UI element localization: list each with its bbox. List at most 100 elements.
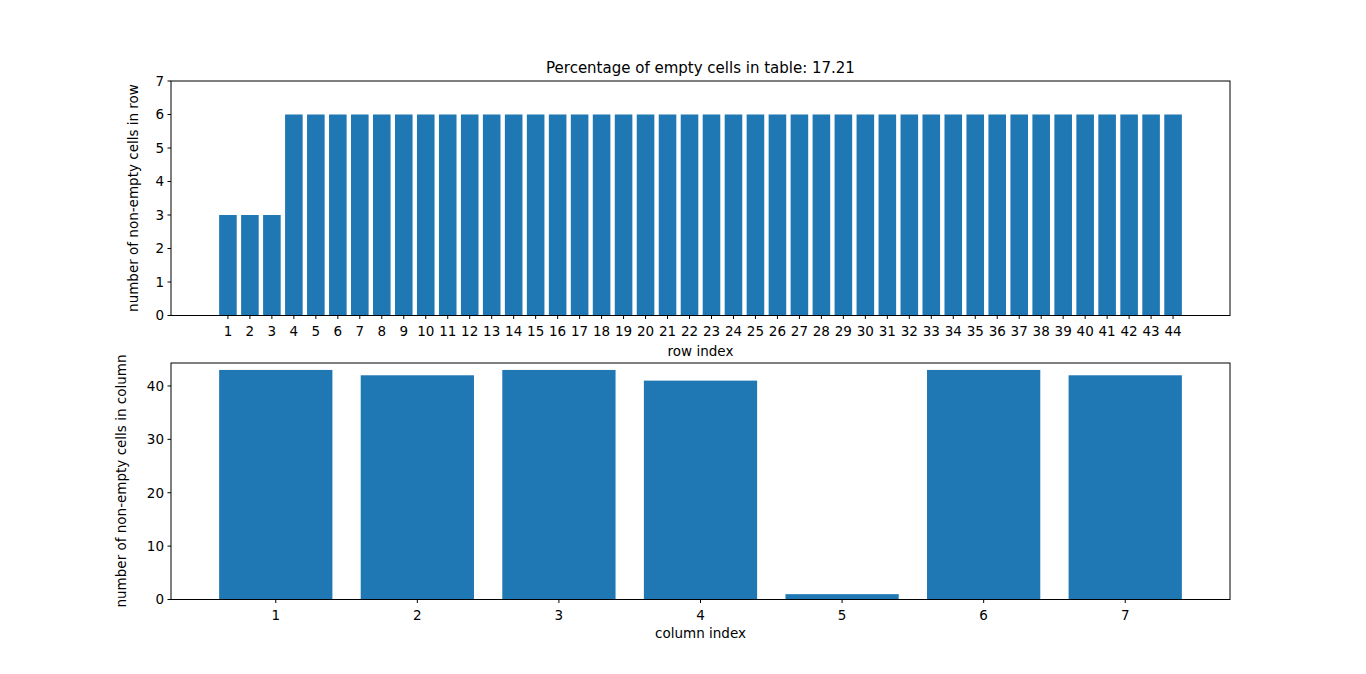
top-chart-xtick-label: 26 (769, 323, 786, 339)
top-chart-xtick-label: 31 (879, 323, 896, 339)
top-chart-bar-20 (637, 115, 655, 316)
top-chart-xtick-label: 5 (312, 323, 321, 339)
top-chart-xtick-label: 13 (483, 323, 500, 339)
top-chart-bar-14 (505, 115, 523, 316)
top-chart-xtick-label: 16 (549, 323, 566, 339)
top-chart-bar-30 (857, 115, 875, 316)
top-chart-bar-43 (1142, 115, 1160, 316)
top-chart-xtick-label: 43 (1142, 323, 1159, 339)
top-chart-xtick-label: 6 (334, 323, 343, 339)
top-chart-xtick-label: 41 (1099, 323, 1116, 339)
top-chart-ytick-label: 4 (155, 173, 164, 189)
top-chart-bar-38 (1032, 115, 1050, 316)
top-chart-bar-25 (747, 115, 765, 316)
top-chart-bar-12 (461, 115, 479, 316)
top-chart-xtick-label: 40 (1077, 323, 1094, 339)
top-chart-bar-17 (571, 115, 589, 316)
bottom-chart-ytick-label: 20 (147, 485, 164, 501)
top-chart-bar-21 (659, 115, 677, 316)
bottom-chart-bar-3 (502, 370, 615, 600)
top-chart-xtick-label: 3 (268, 323, 277, 339)
top-chart-bar-1 (219, 215, 237, 316)
top-chart-ytick-label: 2 (155, 240, 164, 256)
top-chart-bar-5 (307, 115, 325, 316)
top-chart-xtick-label: 32 (901, 323, 918, 339)
bottom-chart-bar-6 (927, 370, 1040, 600)
top-chart-ytick-label: 5 (155, 140, 164, 156)
bar-charts-canvas: 1234567891011121314151617181920212223242… (0, 0, 1366, 674)
top-chart-xtick-label: 34 (945, 323, 962, 339)
top-chart-xtick-label: 18 (593, 323, 610, 339)
top-chart-bar-41 (1098, 115, 1116, 316)
top-chart-xtick-label: 15 (527, 323, 544, 339)
top-chart-ytick-label: 3 (155, 207, 164, 223)
bottom-chart-xtick-label: 5 (838, 607, 847, 623)
bottom-chart-xtick-label: 7 (1121, 607, 1130, 623)
top-chart-xtick-label: 24 (725, 323, 742, 339)
bottom-chart-bar-7 (1069, 375, 1182, 599)
top-chart-bar-16 (549, 115, 567, 316)
top-chart-xtick-label: 7 (356, 323, 365, 339)
matplotlib-figure: Percentage of empty cells in table: 17.2… (0, 0, 1366, 674)
top-chart-xtick-label: 12 (461, 323, 478, 339)
top-chart-bar-4 (285, 115, 303, 316)
top-chart-xtick-label: 28 (813, 323, 830, 339)
top-chart-xtick-label: 42 (1121, 323, 1138, 339)
top-chart-xtick-label: 10 (417, 323, 434, 339)
top-chart-xtick-label: 38 (1033, 323, 1050, 339)
bottom-chart-ytick-label: 30 (147, 431, 164, 447)
top-chart-xtick-label: 27 (791, 323, 808, 339)
bottom-chart-bar-5 (785, 594, 898, 599)
top-chart-bar-27 (791, 115, 809, 316)
top-chart-xtick-label: 11 (439, 323, 456, 339)
top-chart-ytick-label: 1 (155, 274, 164, 290)
top-chart-bar-42 (1120, 115, 1138, 316)
top-chart-bar-13 (483, 115, 501, 316)
top-chart-bar-29 (835, 115, 853, 316)
top-chart-bar-44 (1164, 115, 1182, 316)
bottom-chart-ytick-label: 10 (147, 538, 164, 554)
top-chart-ytick-label: 7 (155, 73, 164, 89)
top-chart-ytick-label: 0 (155, 307, 164, 323)
top-chart-bar-26 (769, 115, 787, 316)
top-chart-ytick-label: 6 (155, 106, 164, 122)
top-chart-xtick-label: 2 (246, 323, 255, 339)
bottom-chart-bar-4 (644, 381, 757, 600)
bottom-chart-xtick-label: 4 (696, 607, 705, 623)
top-chart-xtick-label: 14 (505, 323, 522, 339)
bottom-chart-xtick-label: 6 (979, 607, 988, 623)
top-chart-bar-32 (901, 115, 919, 316)
top-chart-bar-34 (944, 115, 962, 316)
top-chart-bar-24 (725, 115, 743, 316)
top-chart-xtick-label: 23 (703, 323, 720, 339)
top-chart-xtick-label: 33 (923, 323, 940, 339)
top-chart-bar-11 (439, 115, 457, 316)
bottom-chart-ytick-label: 40 (147, 378, 164, 394)
bottom-chart-bar-2 (361, 375, 474, 599)
top-chart-bar-18 (593, 115, 611, 316)
top-chart-xtick-label: 1 (224, 323, 233, 339)
top-chart-bar-2 (241, 215, 259, 316)
bottom-chart-xtick-label: 1 (271, 607, 280, 623)
top-chart-xtick-label: 21 (659, 323, 676, 339)
top-chart-bar-3 (263, 215, 281, 316)
top-chart-xtick-label: 29 (835, 323, 852, 339)
top-chart-bar-15 (527, 115, 545, 316)
top-chart-bar-33 (923, 115, 941, 316)
top-chart-xtick-label: 9 (399, 323, 408, 339)
top-chart-bar-6 (329, 115, 347, 316)
bottom-chart-xtick-label: 3 (555, 607, 564, 623)
top-chart-bar-35 (966, 115, 984, 316)
top-chart-xtick-label: 37 (1011, 323, 1028, 339)
top-chart-xtick-label: 25 (747, 323, 764, 339)
top-chart-bar-22 (681, 115, 699, 316)
top-chart-bar-8 (373, 115, 391, 316)
top-chart-xtick-label: 19 (615, 323, 632, 339)
top-chart-bar-23 (703, 115, 721, 316)
top-chart-xtick-label: 22 (681, 323, 698, 339)
bottom-chart-bar-1 (219, 370, 332, 600)
bottom-chart-ytick-label: 0 (155, 591, 164, 607)
top-chart-xtick-label: 36 (989, 323, 1006, 339)
top-chart-bar-40 (1076, 115, 1094, 316)
top-chart-bar-28 (813, 115, 831, 316)
